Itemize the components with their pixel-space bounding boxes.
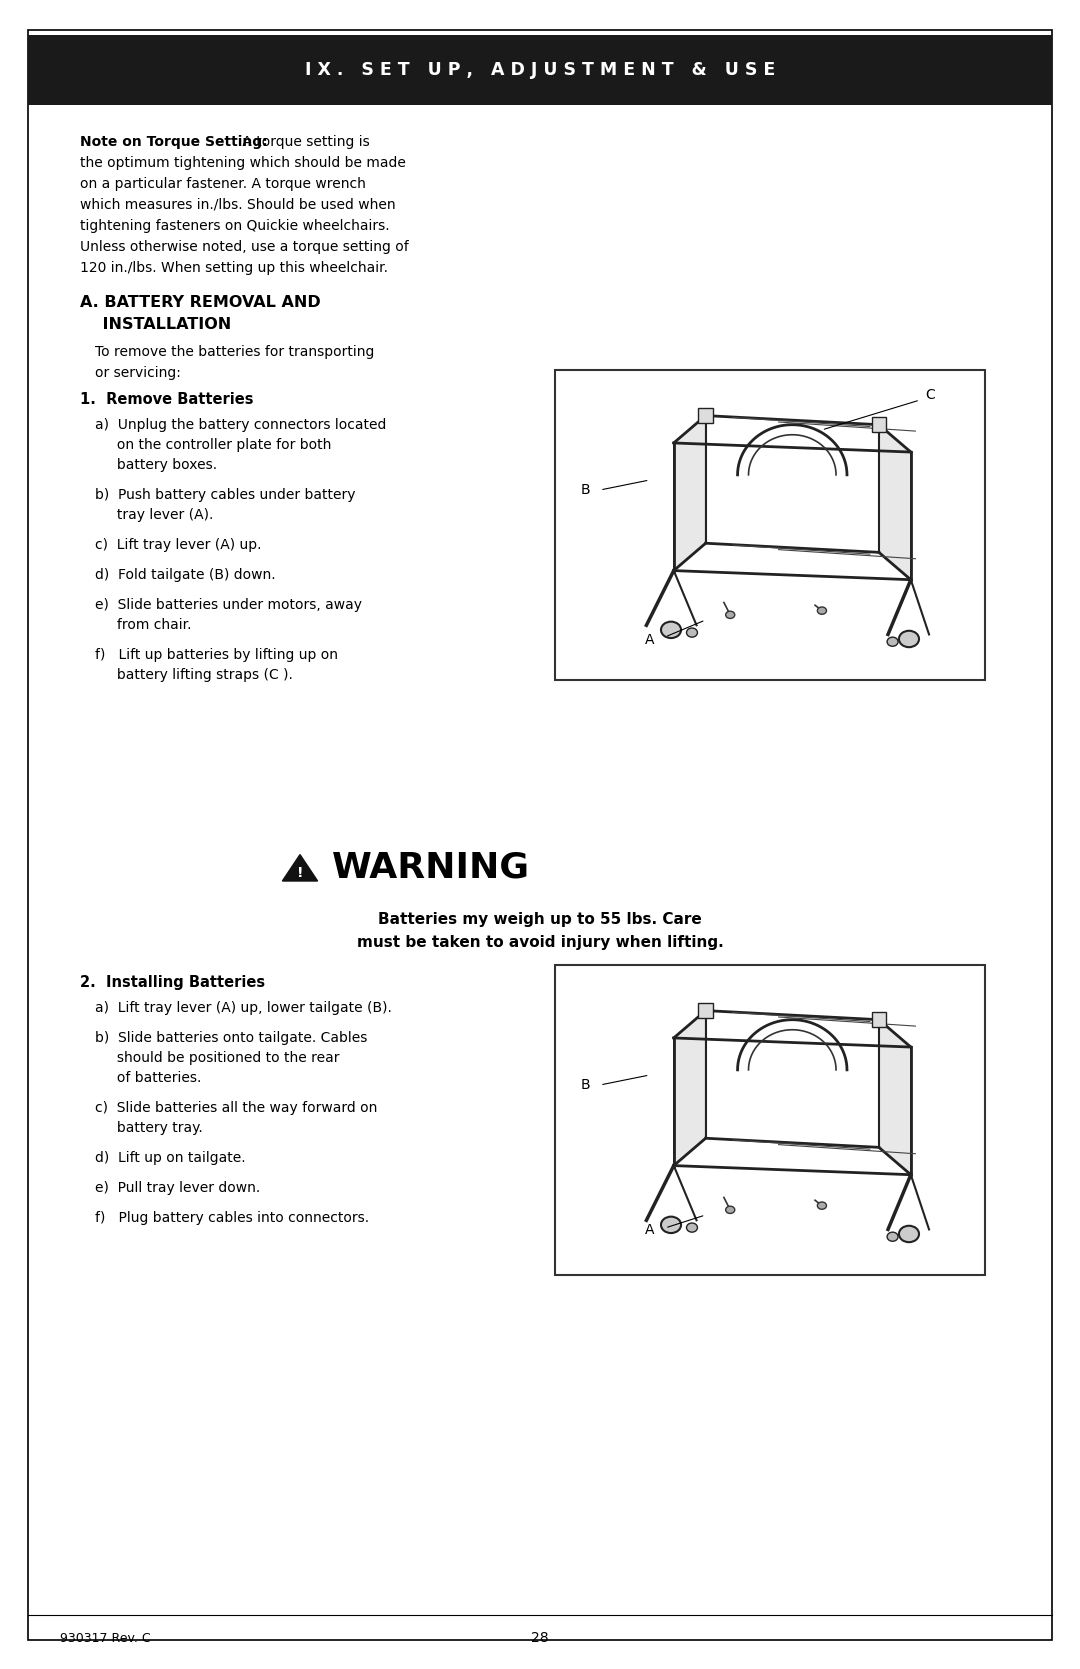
Polygon shape bbox=[674, 1011, 705, 1165]
Text: 930317 Rev. C: 930317 Rev. C bbox=[60, 1632, 150, 1644]
Polygon shape bbox=[879, 1020, 910, 1175]
Text: A: A bbox=[645, 633, 654, 648]
Ellipse shape bbox=[661, 621, 681, 638]
Text: 1.  Remove Batteries: 1. Remove Batteries bbox=[80, 392, 254, 407]
Ellipse shape bbox=[818, 608, 826, 614]
Text: f)   Plug battery cables into connectors.: f) Plug battery cables into connectors. bbox=[95, 1212, 369, 1225]
Bar bbox=[872, 417, 887, 432]
Text: must be taken to avoid injury when lifting.: must be taken to avoid injury when lifti… bbox=[356, 935, 724, 950]
Text: e)  Slide batteries under motors, away: e) Slide batteries under motors, away bbox=[95, 598, 362, 613]
Text: C: C bbox=[926, 387, 935, 402]
Polygon shape bbox=[879, 424, 910, 579]
Text: c)  Slide batteries all the way forward on: c) Slide batteries all the way forward o… bbox=[95, 1102, 377, 1115]
Bar bbox=[699, 1003, 713, 1018]
Text: the optimum tightening which should be made: the optimum tightening which should be m… bbox=[80, 155, 406, 170]
Text: a)  Lift tray lever (A) up, lower tailgate (B).: a) Lift tray lever (A) up, lower tailgat… bbox=[95, 1001, 392, 1015]
Text: on a particular fastener. A torque wrench: on a particular fastener. A torque wrenc… bbox=[80, 177, 366, 190]
Text: of batteries.: of batteries. bbox=[95, 1071, 201, 1085]
Text: 120 in./lbs. When setting up this wheelchair.: 120 in./lbs. When setting up this wheelc… bbox=[80, 260, 388, 275]
Bar bbox=[28, 35, 1052, 105]
Text: d)  Fold tailgate (B) down.: d) Fold tailgate (B) down. bbox=[95, 567, 275, 582]
Text: Batteries my weigh up to 55 lbs. Care: Batteries my weigh up to 55 lbs. Care bbox=[378, 911, 702, 926]
Text: c)  Lift tray lever (A) up.: c) Lift tray lever (A) up. bbox=[95, 537, 261, 552]
Text: f)   Lift up batteries by lifting up on: f) Lift up batteries by lifting up on bbox=[95, 648, 338, 663]
Text: !: ! bbox=[297, 866, 303, 880]
Text: B: B bbox=[580, 1078, 590, 1092]
Text: B: B bbox=[580, 482, 590, 497]
Polygon shape bbox=[674, 416, 705, 571]
Ellipse shape bbox=[887, 1232, 899, 1242]
Text: b)  Slide batteries onto tailgate. Cables: b) Slide batteries onto tailgate. Cables bbox=[95, 1031, 367, 1045]
Text: A torque setting is: A torque setting is bbox=[238, 135, 369, 149]
Ellipse shape bbox=[899, 631, 919, 648]
Text: I X .   S E T   U P ,   A D J U S T M E N T   &   U S E: I X . S E T U P , A D J U S T M E N T & … bbox=[305, 62, 775, 78]
Text: d)  Lift up on tailgate.: d) Lift up on tailgate. bbox=[95, 1152, 245, 1165]
Text: battery lifting straps (C ).: battery lifting straps (C ). bbox=[95, 668, 293, 683]
Ellipse shape bbox=[887, 638, 899, 646]
Text: 2.  Installing Batteries: 2. Installing Batteries bbox=[80, 975, 265, 990]
Text: WARNING: WARNING bbox=[332, 850, 530, 885]
Text: A. BATTERY REMOVAL AND: A. BATTERY REMOVAL AND bbox=[80, 295, 321, 310]
Ellipse shape bbox=[687, 628, 698, 638]
Ellipse shape bbox=[661, 1217, 681, 1233]
Text: tray lever (A).: tray lever (A). bbox=[95, 507, 214, 522]
Text: 28: 28 bbox=[531, 1631, 549, 1646]
Text: e)  Pull tray lever down.: e) Pull tray lever down. bbox=[95, 1182, 260, 1195]
Text: Note on Torque Setting:: Note on Torque Setting: bbox=[80, 135, 268, 149]
Text: which measures in./lbs. Should be used when: which measures in./lbs. Should be used w… bbox=[80, 199, 395, 212]
Text: a)  Unplug the battery connectors located: a) Unplug the battery connectors located bbox=[95, 417, 387, 432]
Ellipse shape bbox=[818, 1202, 826, 1210]
Text: from chair.: from chair. bbox=[95, 618, 191, 633]
Ellipse shape bbox=[899, 1225, 919, 1242]
Text: on the controller plate for both: on the controller plate for both bbox=[95, 437, 332, 452]
Text: To remove the batteries for transporting: To remove the batteries for transporting bbox=[95, 345, 375, 359]
Text: b)  Push battery cables under battery: b) Push battery cables under battery bbox=[95, 487, 355, 502]
Text: tightening fasteners on Quickie wheelchairs.: tightening fasteners on Quickie wheelcha… bbox=[80, 219, 390, 234]
Ellipse shape bbox=[726, 611, 734, 619]
Bar bbox=[555, 965, 985, 1275]
Text: A: A bbox=[645, 1223, 654, 1237]
Bar bbox=[555, 371, 985, 679]
Text: Unless otherwise noted, use a torque setting of: Unless otherwise noted, use a torque set… bbox=[80, 240, 408, 254]
Ellipse shape bbox=[687, 1223, 698, 1232]
Text: INSTALLATION: INSTALLATION bbox=[80, 317, 231, 332]
Ellipse shape bbox=[726, 1207, 734, 1213]
Bar bbox=[872, 1013, 887, 1026]
Text: should be positioned to the rear: should be positioned to the rear bbox=[95, 1051, 339, 1065]
Text: battery tray.: battery tray. bbox=[95, 1122, 203, 1135]
Text: battery boxes.: battery boxes. bbox=[95, 457, 217, 472]
Polygon shape bbox=[282, 855, 318, 881]
Bar bbox=[699, 409, 713, 422]
Text: or servicing:: or servicing: bbox=[95, 366, 180, 381]
